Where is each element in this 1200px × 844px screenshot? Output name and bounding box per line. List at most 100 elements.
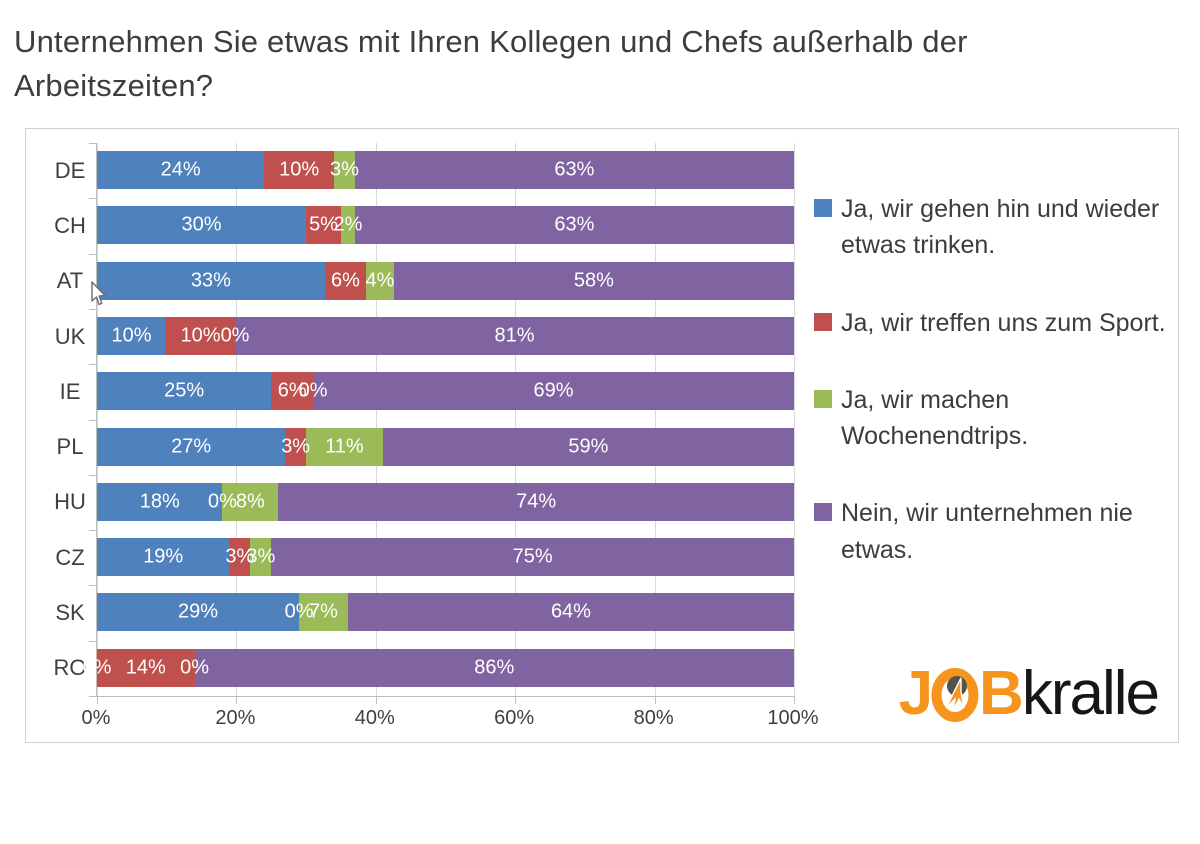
bar-segment	[250, 538, 272, 577]
bar-segment	[194, 648, 794, 687]
legend-label: Ja, wir machen Wochenendtrips.	[841, 385, 1029, 450]
bar-segment	[97, 261, 325, 300]
stacked-bar-uk: 10% 10% 0% 81%	[97, 316, 794, 355]
jobkralle-logo: J B kralle	[898, 653, 1160, 735]
legend-item: Ja, wir gehen hin und wieder etwas trink…	[814, 191, 1166, 264]
bar-value-label: 33%	[190, 269, 231, 292]
bar-value-label: 6%	[277, 379, 307, 402]
bar-value-label: 74%	[516, 490, 557, 513]
y-axis-label-uk: UK	[54, 323, 86, 349]
stacked-bar-de: 24% 10% 3% 63%	[97, 151, 794, 189]
bar-segment	[264, 151, 334, 189]
logo-letter-j: J	[898, 659, 934, 728]
y-axis-tick	[89, 143, 97, 144]
x-axis-tick	[794, 696, 795, 704]
bar-value-label: 63%	[554, 213, 595, 236]
bar-row-de: 24% 10% 3% 63%	[97, 143, 794, 198]
y-axis-label-pl: PL	[56, 434, 84, 460]
bar-segment	[271, 538, 794, 577]
bar-value-label: 75%	[512, 545, 553, 568]
bar-row-at: 33% 6% 4% 58%	[97, 254, 794, 309]
bar-row-sk: 29% 0% 7% 64%	[97, 585, 794, 640]
y-axis-tick	[89, 640, 97, 642]
bar-row-hu: 18% 0% 8% 74%	[97, 475, 794, 530]
legend-item: Nein, wir unternehmen nie etwas.	[814, 495, 1166, 568]
bar-value-label: 0%	[208, 490, 237, 513]
legend-label: Ja, wir treffen uns zum Sport.	[841, 308, 1166, 337]
bar-value-label: 64%	[550, 600, 591, 623]
y-axis-label-cz: CZ	[55, 544, 85, 570]
x-axis-tick	[375, 696, 377, 704]
legend-swatch	[814, 503, 832, 522]
bar-value-label: 58%	[573, 269, 614, 292]
bar-segment	[166, 316, 235, 355]
legend: Ja, wir gehen hin und wieder etwas trink…	[814, 191, 1166, 568]
logo-letter-b: B	[979, 659, 1024, 728]
plot-area: 24% 10% 3% 63% 30% 5% 2% 63% 33% 6% 4% 58% 10% 10% 0% 8…	[83, 143, 795, 704]
bar-value-label: 14%	[125, 656, 166, 679]
bar-value-label: 3%	[329, 158, 359, 181]
bar-value-label: 24%	[160, 158, 201, 181]
y-axis-label-ie: IE	[59, 378, 81, 404]
gridline-40	[375, 143, 377, 696]
bar-value-label: 69%	[533, 379, 574, 402]
bar-value-label: 30%	[181, 213, 222, 236]
bar-row-ch: 30% 5% 2% 63%	[97, 198, 794, 253]
x-axis-tick	[654, 696, 656, 704]
y-axis-tick	[89, 198, 97, 200]
bar-segment	[97, 151, 265, 189]
legend-item: Ja, wir treffen uns zum Sport.	[814, 305, 1166, 341]
legend-item: Ja, wir machen Wochenendtrips.	[814, 382, 1166, 455]
bar-segment	[285, 427, 307, 466]
legend-swatch	[814, 312, 832, 331]
bar-value-label: 4%	[365, 269, 395, 292]
bar-segment	[333, 151, 355, 189]
bar-segment	[271, 372, 314, 411]
bar-value-label: 2%	[333, 213, 363, 236]
x-axis-label: 80%	[633, 707, 674, 729]
y-axis-tick	[89, 253, 97, 255]
bar-value-label: 10%	[111, 324, 152, 347]
bar-value-label: 63%	[554, 158, 595, 181]
bar-value-label: 10%	[180, 324, 221, 347]
bar-segment	[97, 648, 195, 687]
bar-segment	[97, 316, 166, 355]
bar-segment	[366, 261, 394, 300]
bar-value-label: 3%	[281, 435, 311, 457]
legend-label: Nein, wir unternehmen nie etwas.	[841, 499, 1133, 564]
bar-segment	[306, 427, 383, 466]
y-axis-label-hu: HU	[54, 489, 86, 515]
bar-segment	[97, 372, 272, 411]
bar-value-label: 0%	[180, 656, 210, 679]
y-axis-tick	[89, 308, 97, 310]
y-axis-tick	[89, 696, 97, 697]
stacked-bar-pl: 27% 3% 11% 59%	[97, 427, 794, 466]
y-axis-label-sk: SK	[55, 600, 85, 626]
gridline-60	[515, 143, 517, 696]
x-axis-label: 100%	[767, 707, 819, 729]
bar-segment	[347, 593, 794, 632]
bar-segment	[299, 593, 348, 632]
bar-value-label: 0%	[82, 656, 112, 679]
legend-swatch	[814, 389, 832, 408]
stacked-bar-ie: 25% 6% 0% 69%	[97, 372, 794, 411]
gridline-0	[97, 143, 98, 696]
x-axis-label: 60%	[494, 707, 535, 729]
bar-row-cz: 19% 3% 3% 75%	[97, 530, 794, 585]
mouse-cursor-icon	[91, 281, 106, 306]
bar-value-label: 19%	[143, 545, 184, 568]
bar-value-label: 25%	[164, 379, 205, 402]
bar-value-label: 8%	[235, 490, 265, 513]
bar-segment	[235, 316, 794, 355]
y-axis-tick	[89, 474, 97, 476]
logo-text-kralle: kralle	[1021, 659, 1160, 728]
bar-segment	[393, 261, 794, 300]
bar-value-label: 3%	[246, 545, 276, 568]
bar-value-label: 0%	[298, 379, 328, 402]
bar-segment	[306, 206, 341, 245]
logo-claw-o-icon	[931, 668, 979, 722]
gridline-20	[236, 143, 238, 696]
y-axis-tick	[89, 585, 97, 587]
bar-row-uk: 10% 10% 0% 81%	[97, 309, 794, 364]
y-axis-label-at: AT	[56, 268, 84, 294]
